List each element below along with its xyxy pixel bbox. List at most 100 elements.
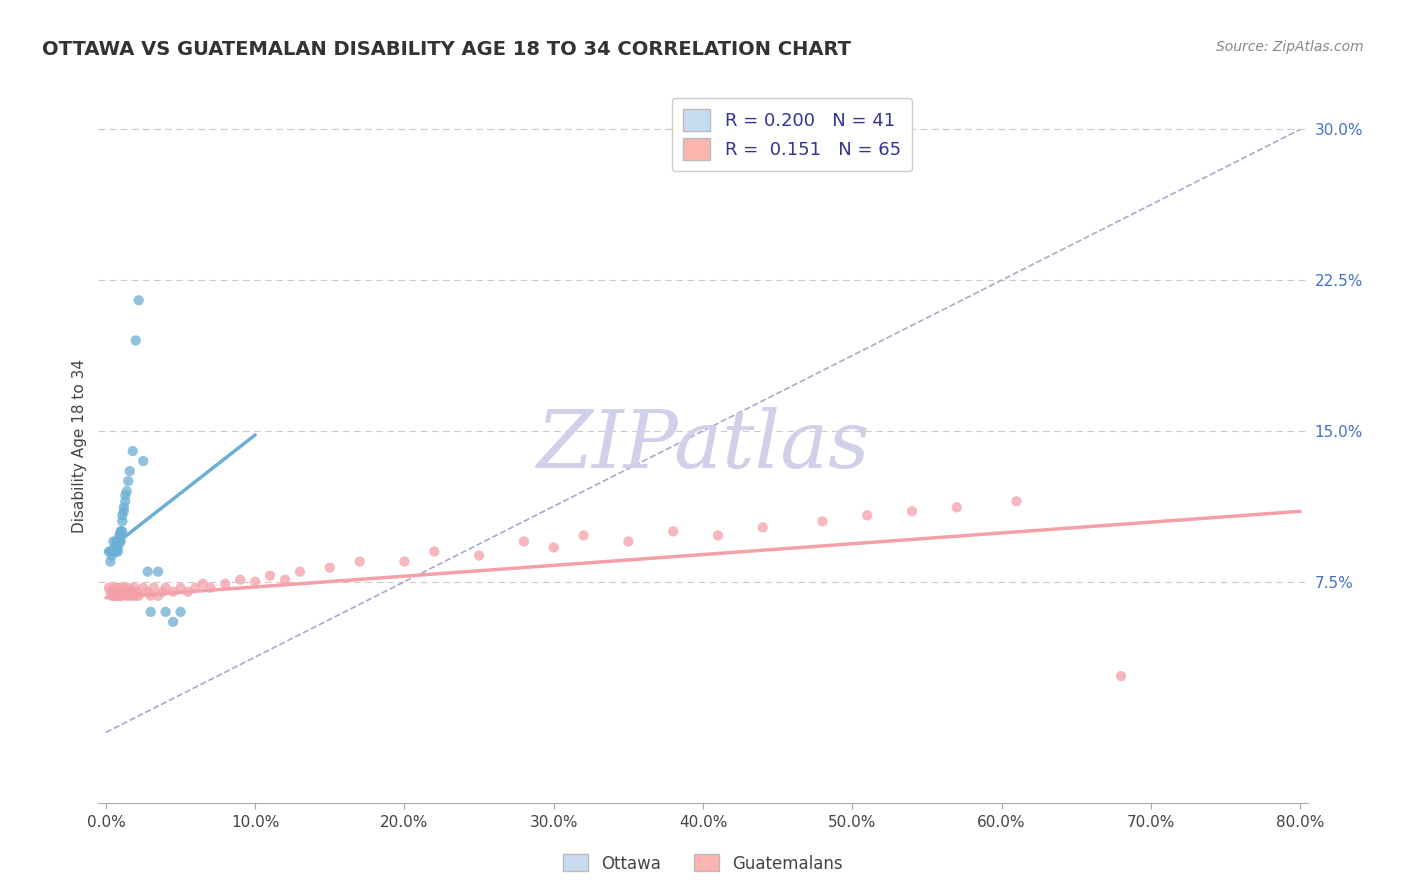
Point: [111, 584, 134, 599]
Text: Source: ZipAtlas.com: Source: ZipAtlas.com: [1216, 40, 1364, 54]
Point: [103, 544, 125, 558]
Point: [811, 515, 834, 529]
Point: [110, 524, 132, 539]
Point: [901, 504, 924, 518]
Point: [139, 589, 162, 603]
Point: [114, 584, 136, 599]
Point: [349, 555, 371, 569]
Point: [139, 605, 162, 619]
Point: [259, 568, 281, 582]
Point: [105, 541, 128, 555]
Point: [162, 584, 184, 599]
Point: [132, 454, 155, 468]
Point: [1005, 494, 1028, 508]
Legend: Ottawa, Guatemalans: Ottawa, Guatemalans: [557, 847, 849, 880]
Point: [125, 589, 148, 603]
Point: [117, 474, 139, 488]
Point: [617, 534, 640, 549]
Point: [105, 589, 128, 603]
Point: [108, 528, 131, 542]
Point: [114, 494, 136, 508]
Point: [111, 524, 134, 539]
Point: [146, 565, 169, 579]
Point: [169, 605, 191, 619]
Point: [111, 508, 134, 523]
Point: [107, 589, 129, 603]
Point: [945, 500, 967, 515]
Point: [107, 581, 129, 595]
Point: [107, 541, 129, 555]
Point: [319, 560, 342, 574]
Point: [142, 581, 165, 595]
Point: [468, 549, 491, 563]
Point: [111, 515, 134, 529]
Point: [108, 534, 131, 549]
Point: [169, 581, 191, 595]
Point: [136, 565, 159, 579]
Point: [111, 589, 134, 603]
Point: [98, 555, 121, 569]
Point: [103, 589, 125, 603]
Point: [572, 528, 595, 542]
Point: [112, 581, 135, 595]
Point: [97, 544, 120, 558]
Point: [162, 615, 184, 629]
Point: [105, 584, 128, 599]
Text: OTTAWA VS GUATEMALAN DISABILITY AGE 18 TO 34 CORRELATION CHART: OTTAWA VS GUATEMALAN DISABILITY AGE 18 T…: [42, 40, 851, 59]
Point: [214, 576, 236, 591]
Point: [112, 504, 135, 518]
Point: [114, 488, 136, 502]
Point: [707, 528, 730, 542]
Point: [152, 584, 174, 599]
Point: [110, 528, 132, 542]
Point: [274, 573, 297, 587]
Point: [1109, 669, 1132, 683]
Point: [117, 581, 139, 595]
Point: [118, 589, 141, 603]
Point: [115, 589, 138, 603]
Point: [115, 484, 138, 499]
Point: [128, 293, 150, 308]
Point: [110, 589, 132, 603]
Point: [155, 581, 177, 595]
Point: [155, 605, 177, 619]
Point: [97, 581, 120, 595]
Point: [104, 544, 127, 558]
Point: [110, 581, 132, 595]
Point: [423, 544, 446, 558]
Point: [229, 573, 252, 587]
Point: [107, 534, 129, 549]
Text: ZIPatlas: ZIPatlas: [536, 408, 870, 484]
Point: [128, 589, 150, 603]
Point: [105, 544, 128, 558]
Point: [108, 534, 131, 549]
Point: [288, 565, 311, 579]
Point: [122, 581, 145, 595]
Point: [856, 508, 879, 523]
Point: [103, 584, 125, 599]
Point: [108, 589, 131, 603]
Point: [104, 589, 127, 603]
Point: [513, 534, 536, 549]
Point: [110, 534, 132, 549]
Point: [543, 541, 565, 555]
Point: [191, 576, 214, 591]
Point: [101, 544, 124, 558]
Point: [662, 524, 685, 539]
Point: [112, 500, 135, 515]
Point: [104, 581, 127, 595]
Point: [136, 584, 159, 599]
Point: [120, 584, 142, 599]
Point: [101, 589, 124, 603]
Point: [110, 524, 132, 539]
Legend: R = 0.200   N = 41, R =  0.151   N = 65: R = 0.200 N = 41, R = 0.151 N = 65: [672, 98, 911, 171]
Point: [125, 334, 148, 348]
Y-axis label: Disability Age 18 to 34: Disability Age 18 to 34: [72, 359, 87, 533]
Point: [184, 581, 207, 595]
Point: [200, 581, 222, 595]
Point: [107, 544, 129, 558]
Point: [146, 589, 169, 603]
Point: [751, 520, 773, 534]
Point: [105, 534, 128, 549]
Point: [101, 549, 124, 563]
